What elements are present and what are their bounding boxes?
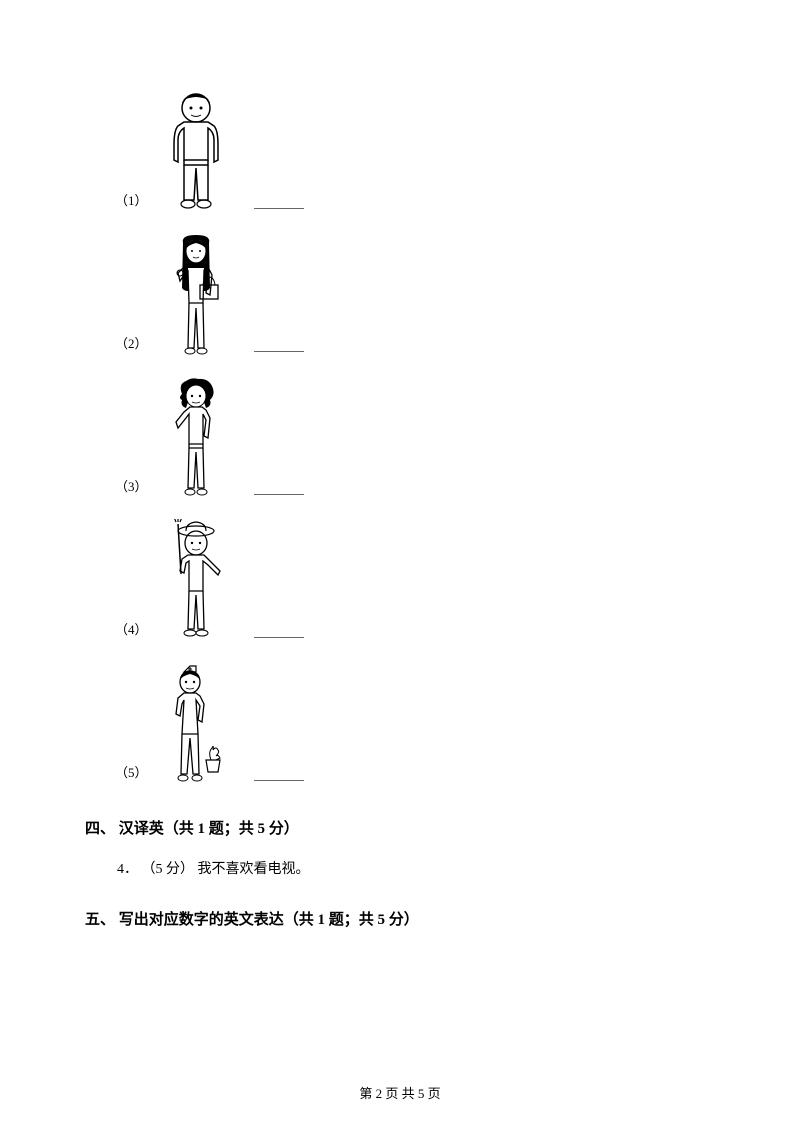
illustration-woman-curly [156, 376, 236, 501]
woman-curly-icon [156, 376, 236, 501]
answer-blank-4[interactable] [254, 637, 304, 638]
page-footer: 第 2 页 共 5 页 [0, 1083, 800, 1102]
question-4-points: （5 分） [142, 862, 195, 877]
nurse-icon [156, 662, 236, 787]
question-item-1: （1） [115, 90, 715, 215]
question-item-3: （3） [115, 376, 715, 501]
question-item-2: （2） [115, 233, 715, 358]
section-4-heading: 四、 汉译英（共 1 题；共 5 分） [85, 817, 715, 838]
answer-blank-5[interactable] [254, 780, 304, 781]
illustration-man [156, 90, 236, 215]
question-number-4: （4） [115, 619, 148, 644]
question-item-5: （5） [115, 662, 715, 787]
question-4-text: 我不喜欢看电视。 [198, 862, 310, 877]
question-number-2: （2） [115, 333, 148, 358]
section-4-question: 4． （5 分） 我不喜欢看电视。 [117, 858, 715, 878]
question-number-1: （1） [115, 190, 148, 215]
woman-bag-icon [156, 233, 236, 358]
illustration-nurse [156, 662, 236, 787]
question-number-5: （5） [115, 762, 148, 787]
question-item-4: （4） [115, 519, 715, 644]
question-number-3: （3） [115, 476, 148, 501]
illustration-farmer [156, 519, 236, 644]
answer-blank-3[interactable] [254, 494, 304, 495]
answer-blank-2[interactable] [254, 351, 304, 352]
answer-blank-1[interactable] [254, 208, 304, 209]
farmer-icon [156, 519, 236, 644]
section-5-heading: 五、 写出对应数字的英文表达（共 1 题；共 5 分） [85, 908, 715, 929]
man-icon [156, 90, 236, 215]
illustration-woman-bag [156, 233, 236, 358]
question-4-number: 4． [117, 862, 138, 877]
